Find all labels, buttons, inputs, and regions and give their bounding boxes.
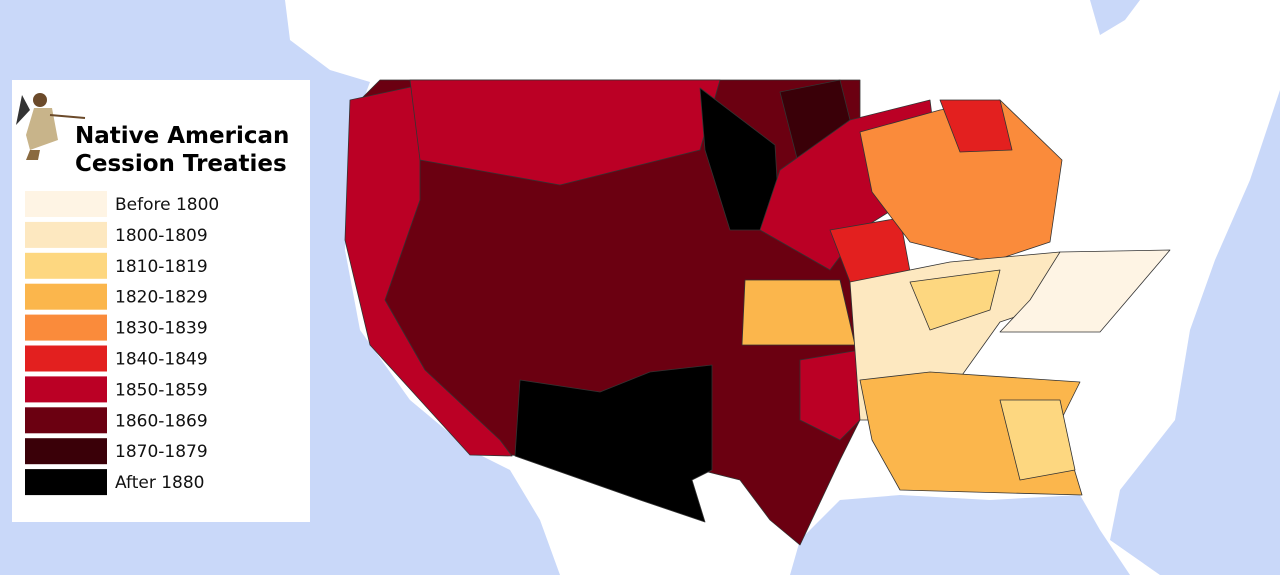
region-1810s-georgia	[999, 399, 1076, 481]
legend-swatch	[25, 283, 107, 310]
region-after-1880-southwest	[514, 364, 713, 523]
region-1850s-north	[409, 79, 721, 186]
legend-icon	[16, 93, 86, 160]
legend-swatch	[25, 221, 107, 248]
legend-label: 1860-1869	[115, 411, 208, 431]
legend-label: 1850-1859	[115, 380, 208, 400]
title-line: Native American	[75, 123, 289, 149]
title-line: Cession Treaties	[75, 151, 287, 177]
hudson-bay	[1090, 0, 1140, 35]
legend-swatch	[25, 191, 107, 217]
treaty-regions	[344, 79, 1171, 546]
legend-swatch	[25, 438, 107, 465]
legend-label: 1800-1809	[115, 226, 208, 246]
legend-swatch	[25, 345, 107, 372]
atlantic-ocean	[1110, 90, 1280, 575]
region-1810s-indiana	[909, 269, 1001, 331]
legend-label: 1870-1879	[115, 442, 208, 462]
region-1850s-south	[799, 349, 861, 441]
legend-swatch	[25, 407, 107, 434]
region-after-1880-north	[699, 87, 781, 231]
region-1850s-west	[344, 84, 513, 457]
legend-swatch	[25, 469, 107, 496]
legend: Before 1800 1800-1809 1810-1819 1820-1829 18…	[25, 191, 219, 496]
legend-label: After 1880	[115, 473, 205, 493]
legend-swatch	[25, 376, 107, 403]
region-1840s-michigan	[939, 99, 1013, 153]
legend-swatch	[25, 314, 107, 341]
legend-label: 1820-1829	[115, 288, 208, 308]
legend-label: Before 1800	[115, 195, 219, 215]
legend-swatch	[25, 252, 107, 279]
legend-label: 1830-1839	[115, 319, 208, 339]
legend-label: 1810-1819	[115, 257, 208, 277]
gulf-of-mexico	[790, 495, 1130, 575]
legend-label: 1840-1849	[115, 350, 208, 370]
region-1820s-kansas	[741, 279, 856, 346]
region-before-1800	[999, 249, 1171, 333]
